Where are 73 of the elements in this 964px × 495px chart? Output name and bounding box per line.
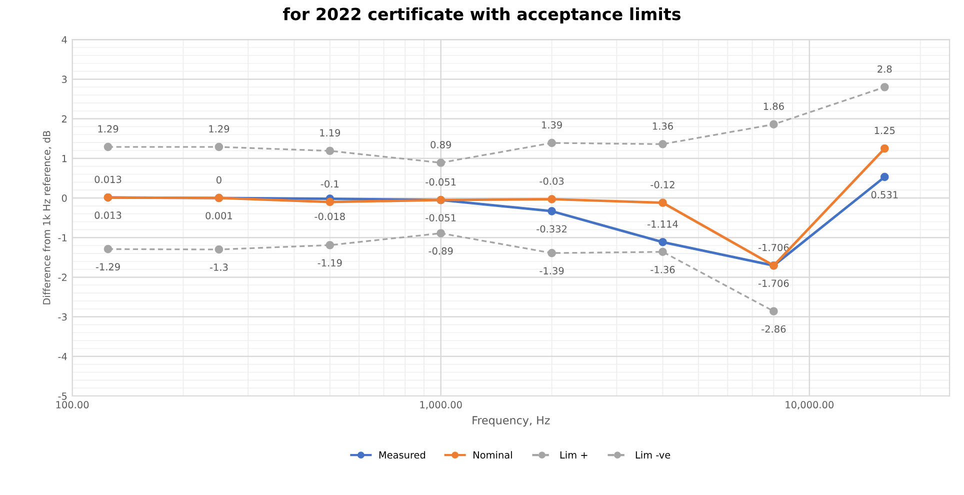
data-label: -0.03 (540, 177, 564, 185)
point (880, 172, 889, 182)
data-label: 1.36 (652, 122, 673, 130)
data-label: -0.89 (428, 247, 453, 255)
legend-label: Lim -ve (636, 451, 670, 459)
data-label: -1.29 (96, 263, 120, 270)
point (326, 146, 334, 156)
data-label: -0.051 (426, 178, 456, 186)
data-label: 0.013 (94, 212, 122, 219)
point (880, 82, 889, 92)
y-tick-label: -5 (58, 392, 67, 400)
data-label: -1.706 (758, 244, 789, 252)
y-tick-label: 2 (62, 115, 66, 122)
data-label: 1.19 (320, 129, 340, 136)
point (658, 248, 667, 256)
point (214, 142, 224, 152)
data-label: -1.706 (758, 280, 789, 287)
point (880, 144, 889, 153)
point (104, 142, 112, 152)
data-label: -1.114 (648, 220, 678, 228)
data-label: -1.3 (210, 264, 228, 271)
legend-label: Nominal (474, 451, 512, 459)
y-axis-title: Difference from 1k Hz reference, dB (42, 131, 52, 304)
data-label: 0.001 (206, 212, 232, 220)
point (548, 248, 556, 258)
point (326, 240, 334, 250)
point (104, 244, 112, 254)
data-label: -1.19 (318, 259, 342, 267)
point (770, 120, 778, 129)
data-label: -0.018 (314, 212, 345, 220)
y-tick-label: 1 (62, 155, 67, 162)
data-label: -0.12 (650, 181, 674, 188)
data-label: 1.29 (98, 125, 118, 133)
data-label: -0.1 (320, 180, 338, 188)
y-tick-label: -1 (58, 234, 67, 242)
chart-title: for 2022 certificate with acceptance limits (283, 7, 681, 24)
x-axis-title: Frequency, Hz (472, 416, 550, 427)
data-label: 1.39 (542, 121, 562, 129)
point (548, 138, 556, 148)
point (658, 140, 667, 148)
data-label: 1.29 (209, 125, 230, 133)
data-label: -1.36 (650, 266, 675, 274)
x-tick-label: 1,000.00 (420, 401, 462, 410)
y-tick-label: 0 (62, 194, 67, 202)
point (548, 195, 556, 204)
data-label: 1.86 (764, 102, 784, 110)
y-tick-label: -2 (58, 274, 66, 281)
data-label: 1.25 (874, 126, 895, 134)
point (658, 238, 667, 246)
data-label: -2.86 (762, 325, 786, 333)
y-tick-label: -3 (58, 313, 67, 321)
legend-label: Lim + (560, 451, 588, 458)
y-tick-label: 4 (62, 36, 67, 44)
data-label: 0.89 (430, 141, 451, 148)
data-label: 0.013 (94, 176, 122, 184)
data-label: 0.531 (871, 191, 898, 198)
point (436, 158, 446, 167)
point (436, 229, 446, 238)
point (214, 245, 224, 254)
y-tick-label: -4 (58, 353, 67, 360)
point (770, 307, 778, 316)
data-label: 0 (216, 176, 222, 184)
data-label: -0.332 (536, 225, 566, 233)
point (548, 206, 556, 216)
x-tick-label: 10,000.00 (786, 401, 834, 410)
y-tick-label: 3 (62, 76, 67, 84)
data-label: -1.39 (540, 267, 564, 274)
data-label: -0.051 (426, 214, 456, 222)
x-tick-label: 100.00 (56, 401, 89, 408)
point (326, 198, 334, 206)
legend-label: Measured (379, 451, 426, 459)
data-label: 2.8 (878, 65, 892, 73)
point (658, 198, 667, 207)
